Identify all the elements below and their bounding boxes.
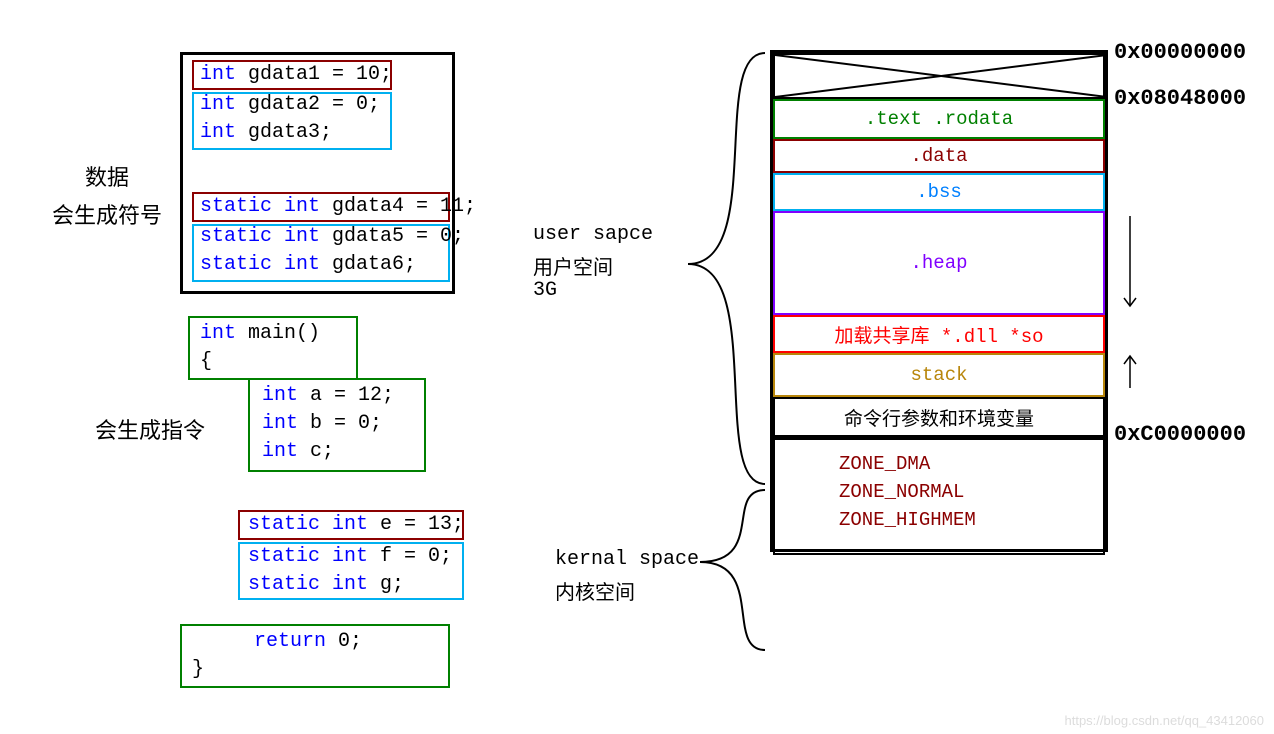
code-c: int c; bbox=[262, 440, 334, 463]
code-l5: static int gdata5 = 0; bbox=[200, 225, 464, 248]
grow-arrows bbox=[1118, 50, 1158, 650]
mem-seg-label-data: .data bbox=[910, 145, 967, 167]
code-a: int a = 12; bbox=[262, 384, 394, 407]
code-main1: int main() bbox=[200, 322, 320, 345]
label-user1: user sapce bbox=[533, 223, 653, 246]
code-f: static int f = 0; bbox=[248, 545, 452, 568]
watermark: https://blog.csdn.net/qq_43412060 bbox=[1065, 713, 1265, 728]
mem-seg-label-bss: .bss bbox=[916, 181, 962, 203]
label-user3: 3G bbox=[533, 279, 557, 302]
mem-seg-label-heap: .heap bbox=[910, 252, 967, 274]
mem-kernel-line-0: ZONE_DMA bbox=[839, 450, 930, 478]
mem-seg-bss: .bss bbox=[773, 173, 1105, 211]
memory-layout-box: .text .rodata .data .bss .heap 加载共享库 *.dll *… bbox=[770, 50, 1108, 552]
label-user2: 用户空间 bbox=[533, 251, 613, 280]
code-close: } bbox=[192, 658, 204, 681]
code-b: int b = 0; bbox=[262, 412, 382, 435]
mem-kernel-line-2: ZONE_HIGHMEM bbox=[839, 506, 976, 534]
code-main-brace: { bbox=[200, 350, 212, 373]
mem-seg-text: .text .rodata bbox=[773, 99, 1105, 139]
mem-seg-data: .data bbox=[773, 139, 1105, 173]
mem-seg-label-shared: 加载共享库 *.dll *so bbox=[834, 321, 1043, 348]
code-l2: int gdata2 = 0; bbox=[200, 93, 380, 116]
code-g: static int g; bbox=[248, 573, 404, 596]
mem-seg-heap: .heap bbox=[773, 211, 1105, 315]
reserved-cross-icon bbox=[775, 55, 1107, 101]
mem-seg-reserved bbox=[773, 53, 1105, 99]
mem-seg-kernel: ZONE_DMAZONE_NORMALZONE_HIGHMEM bbox=[773, 437, 1105, 555]
label-instr-cn: 会生成指令 bbox=[95, 413, 205, 445]
label-data-cn: 数据 bbox=[85, 160, 129, 192]
label-symbol-cn: 会生成符号 bbox=[52, 198, 162, 230]
mem-seg-label-text: .text .rodata bbox=[865, 108, 1013, 130]
mem-seg-label-stack: stack bbox=[910, 364, 967, 386]
label-kern2: 内核空间 bbox=[555, 576, 635, 605]
brace-connectors bbox=[670, 50, 770, 660]
diagram-root: 数据 会生成符号 会生成指令 int gdata1 = 10; int gdat… bbox=[0, 0, 1274, 734]
mem-seg-shared: 加载共享库 *.dll *so bbox=[773, 315, 1105, 353]
mem-seg-label-args: 命令行参数和环境变量 bbox=[844, 404, 1034, 431]
code-l4: static int gdata4 = 11; bbox=[200, 195, 476, 218]
code-return: return 0; bbox=[254, 630, 362, 653]
mem-kernel-line-1: ZONE_NORMAL bbox=[839, 478, 964, 506]
code-l3: int gdata3; bbox=[200, 121, 332, 144]
code-e: static int e = 13; bbox=[248, 513, 464, 536]
mem-seg-stack: stack bbox=[773, 353, 1105, 397]
mem-seg-args: 命令行参数和环境变量 bbox=[773, 397, 1105, 437]
code-l6: static int gdata6; bbox=[200, 253, 416, 276]
code-l1: int gdata1 = 10; bbox=[200, 63, 392, 86]
